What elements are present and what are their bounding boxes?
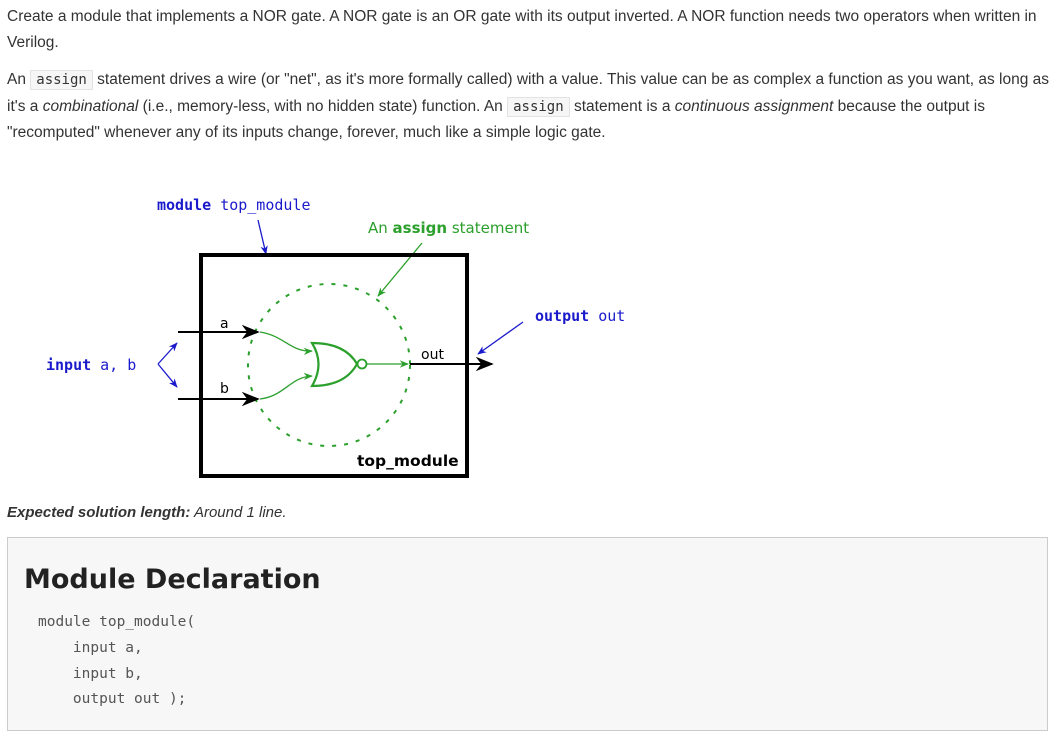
input-pointer-a (157, 342, 178, 365)
p2-text-b: statement drives a wire (or "net", as it… (7, 71, 1050, 115)
assign-label-post: statement (447, 219, 529, 237)
p2-text-a: An (7, 71, 31, 88)
assign-code-2: assign (507, 96, 570, 117)
module-keyword: module (157, 196, 211, 214)
module-box (199, 253, 469, 478)
green-input-b (259, 372, 313, 400)
module-declaration-title: Module Declaration (24, 564, 321, 595)
output-label: output out (535, 307, 625, 325)
assign-code-1: assign (30, 70, 93, 90)
p2-text-d: statement is a (569, 97, 675, 115)
intro-paragraph-2: An assign statement drives a wire (or "n… (7, 67, 1053, 146)
module-declaration-code: module top_module( input a, input b, out… (38, 614, 196, 708)
input-keyword: input (46, 356, 91, 374)
input-names: a, b (100, 356, 136, 374)
assign-label-keyword: assign (393, 219, 448, 237)
wire-out-label: out (421, 347, 444, 363)
p2-text-e: because the output is "recomputed" whene… (7, 97, 985, 142)
solution-length-label: Expected solution length: (7, 504, 191, 521)
nor-bubble (356, 358, 368, 370)
assign-pointer-arrow (377, 242, 423, 297)
module-box-label: top_module (357, 452, 459, 470)
input-label: input a, b (46, 356, 136, 374)
solution-length-value: Around 1 line. (190, 504, 287, 521)
module-declaration-box: Module Declaration module top_module( in… (7, 537, 1048, 731)
green-input-a (259, 331, 313, 356)
wire-b-label: b (220, 381, 229, 397)
combinational-emphasis: combinational (42, 97, 139, 115)
module-name: top_module (220, 196, 310, 214)
module-pointer-arrow (257, 219, 268, 255)
module-label: module top_module (157, 196, 311, 214)
assign-label-pre: An (368, 219, 393, 237)
nor-gate-diagram: module top_module An assign statement a b… (46, 196, 625, 478)
p2-text-c: (i.e., memory-less, with no hidden state… (138, 97, 508, 115)
output-pointer-arrow (477, 321, 524, 355)
continuous-assignment-emphasis: continuous assignment (674, 97, 834, 115)
output-keyword: output (535, 307, 589, 325)
input-pointer-b (157, 363, 178, 388)
assign-label: An assign statement (368, 219, 529, 237)
assign-region-circle (247, 283, 411, 447)
solution-length: Expected solution length: Around 1 line. (7, 504, 287, 521)
wire-a-label: a (220, 316, 229, 332)
output-name: out (598, 307, 625, 325)
intro-paragraph-1: Create a module that implements a NOR ga… (7, 8, 1037, 51)
nor-gate-icon (310, 341, 359, 388)
